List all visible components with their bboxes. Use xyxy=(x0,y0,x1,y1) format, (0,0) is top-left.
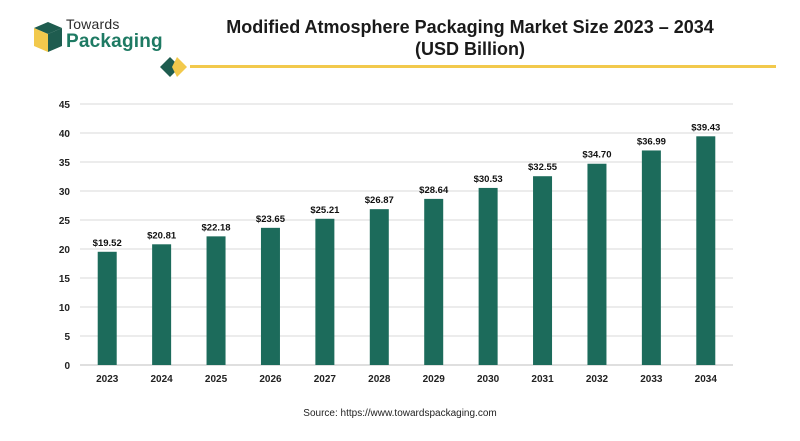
data-label: $22.18 xyxy=(202,222,231,233)
y-tick-label: 45 xyxy=(59,100,71,111)
x-tick-label: 2025 xyxy=(205,374,228,385)
y-tick-label: 40 xyxy=(59,129,71,140)
x-tick-label: 2028 xyxy=(368,374,391,385)
bar xyxy=(97,251,117,365)
y-tick-label: 15 xyxy=(59,274,71,285)
accent-rule xyxy=(190,65,776,68)
bar xyxy=(152,244,172,365)
data-label: $34.70 xyxy=(582,150,611,161)
bar xyxy=(587,163,607,365)
bar xyxy=(533,176,553,365)
y-tick-label: 30 xyxy=(59,187,71,198)
data-label: $20.81 xyxy=(147,230,177,241)
x-tick-label: 2026 xyxy=(259,374,282,385)
data-label: $36.99 xyxy=(637,136,666,147)
cube-logo-icon xyxy=(34,22,62,52)
x-tick-label: 2031 xyxy=(531,374,554,385)
chart-title: Modified Atmosphere Packaging Market Siz… xyxy=(190,16,750,60)
y-tick-label: 0 xyxy=(64,361,70,372)
x-tick-label: 2029 xyxy=(423,374,446,385)
brand-name-bottom: Packaging xyxy=(66,31,163,52)
data-label: $26.87 xyxy=(365,195,394,206)
y-tick-label: 10 xyxy=(59,303,71,314)
x-tick-label: 2027 xyxy=(314,374,337,385)
bar xyxy=(206,236,226,365)
bar xyxy=(424,198,444,365)
x-tick-label: 2023 xyxy=(96,374,119,385)
y-tick-label: 35 xyxy=(59,158,71,169)
bar xyxy=(315,218,335,365)
data-label: $25.21 xyxy=(310,205,340,216)
x-tick-label: 2024 xyxy=(151,374,174,385)
bar xyxy=(369,209,389,365)
data-label: $28.64 xyxy=(419,185,449,196)
data-label: $32.55 xyxy=(528,162,558,173)
chart-title-line2: (USD Billion) xyxy=(415,39,525,59)
y-tick-label: 25 xyxy=(59,216,71,227)
x-tick-label: 2032 xyxy=(586,374,609,385)
bar xyxy=(260,227,280,365)
bar xyxy=(478,187,498,365)
bar xyxy=(641,150,661,365)
data-label: $30.53 xyxy=(474,174,503,185)
x-tick-label: 2030 xyxy=(477,374,500,385)
chart-title-line1: Modified Atmosphere Packaging Market Siz… xyxy=(226,17,714,37)
bar xyxy=(696,136,716,365)
data-label: $19.52 xyxy=(93,238,122,249)
x-tick-label: 2034 xyxy=(695,374,718,385)
data-label: $39.43 xyxy=(691,122,720,133)
chevron-deco-icon xyxy=(160,57,187,77)
y-tick-label: 5 xyxy=(64,332,70,343)
brand-logo: Towards Packaging xyxy=(30,16,170,60)
source-note: Source: https://www.towardspackaging.com xyxy=(303,408,497,419)
brand-name-top: Towards xyxy=(66,16,120,32)
x-tick-label: 2033 xyxy=(640,374,663,385)
y-tick-label: 20 xyxy=(59,245,71,256)
data-label: $23.65 xyxy=(256,214,286,225)
